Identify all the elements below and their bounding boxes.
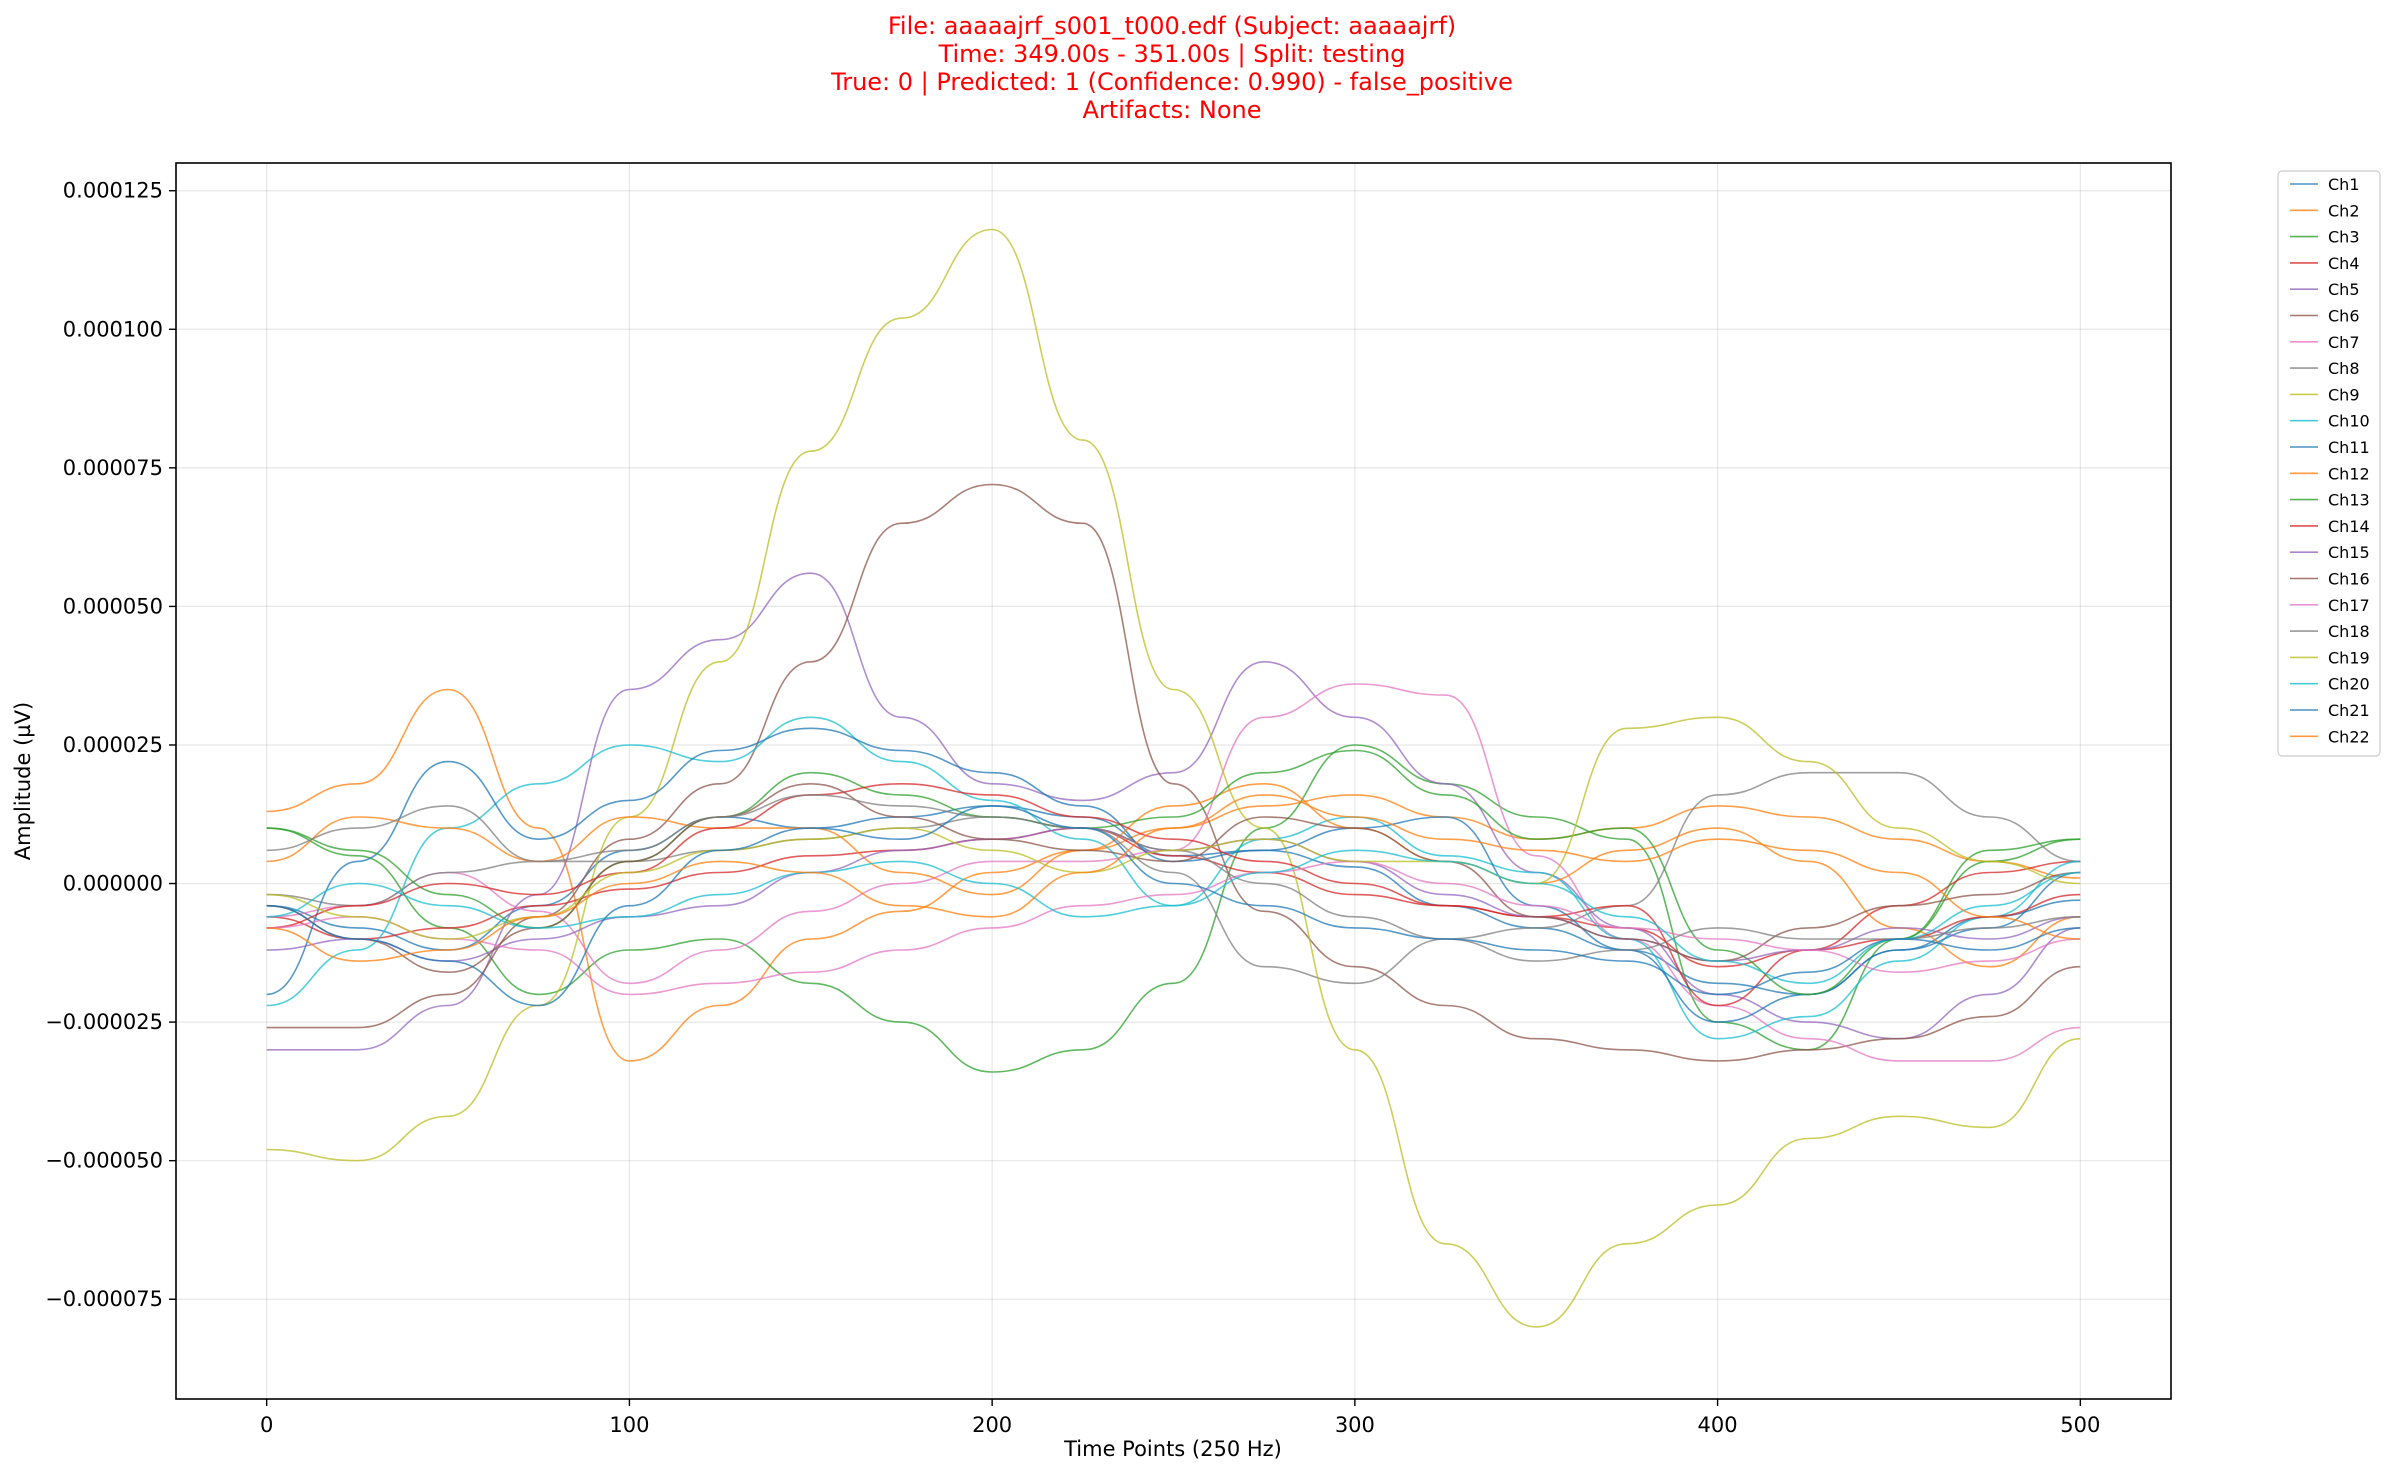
series-line-ch9: [266, 228, 2081, 1328]
legend-label: Ch1: [2328, 175, 2360, 194]
legend-label: Ch15: [2328, 543, 2370, 562]
series-line-ch2: [266, 688, 2081, 1062]
x-tick-label: 0: [260, 1413, 273, 1437]
y-tick-label: −0.000025: [45, 1010, 163, 1034]
y-tick-label: 0.000050: [63, 594, 163, 618]
y-axis-label: Amplitude (µV): [11, 702, 35, 860]
legend-label: Ch9: [2328, 385, 2360, 404]
legend: Ch1 Ch2 Ch3 Ch4 Ch5 Ch6 Ch7 Ch8 Ch9 Ch10 Ch11 Ch12 C…: [2277, 170, 2381, 757]
y-tick-label: 0.000125: [63, 179, 163, 203]
title-line-artifacts: Artifacts: None: [1083, 96, 1262, 124]
legend-label: Ch14: [2328, 517, 2370, 536]
y-tick-label: −0.000075: [45, 1287, 163, 1311]
legend-label: Ch17: [2328, 596, 2370, 615]
series-line-ch17: [266, 860, 2081, 996]
legend-label: Ch22: [2328, 727, 2370, 746]
title-line-file: File: aaaaajrf_s001_t000.edf (Subject: a…: [888, 12, 1456, 40]
series-line-ch14: [266, 783, 2081, 1007]
series-layer: [266, 228, 2081, 1328]
x-tick-label: 400: [1698, 1413, 1738, 1437]
y-tick-label: 0.000025: [63, 733, 163, 757]
y-axis-ticks: −0.000075 −0.000050 −0.000025 0.000000 0.000…: [45, 179, 176, 1311]
legend-label: Ch3: [2328, 228, 2360, 247]
plot-frame: [175, 162, 2172, 1400]
legend-label: Ch8: [2328, 359, 2360, 378]
legend-label: Ch21: [2328, 701, 2370, 720]
chart-title: File: aaaaajrf_s001_t000.edf (Subject: a…: [830, 12, 1513, 124]
series-line-ch8: [266, 771, 2081, 985]
series-line-ch12: [266, 783, 2081, 968]
x-axis-label: Time Points (250 Hz): [1063, 1437, 1282, 1461]
grid-lines: [176, 163, 2171, 1399]
legend-label: Ch19: [2328, 648, 2370, 667]
legend-label: Ch7: [2328, 333, 2360, 352]
legend-box: [2277, 170, 2381, 757]
title-line-prediction: True: 0 | Predicted: 1 (Confidence: 0.99…: [830, 68, 1513, 96]
title-line-time: Time: 349.00s - 351.00s | Split: testing: [938, 40, 1406, 68]
series-line-ch16: [266, 783, 2081, 973]
legend-label: Ch20: [2328, 675, 2370, 694]
x-tick-label: 300: [1335, 1413, 1375, 1437]
x-axis-ticks: 0 100 200 300 400 500: [260, 1399, 2100, 1437]
legend-entries: Ch1 Ch2 Ch3 Ch4 Ch5 Ch6 Ch7 Ch8 Ch9 Ch10 Ch11 Ch12 C…: [2290, 175, 2370, 746]
series-line-ch22: [266, 794, 2081, 962]
series-line-ch20: [266, 849, 2081, 985]
series-line-ch21: [266, 805, 2081, 1007]
legend-label: Ch2: [2328, 201, 2360, 220]
legend-label: Ch18: [2328, 622, 2370, 641]
legend-label: Ch11: [2328, 438, 2370, 457]
legend-label: Ch5: [2328, 280, 2360, 299]
legend-label: Ch12: [2328, 464, 2370, 483]
series-line-ch11: [266, 727, 2081, 1023]
x-tick-label: 500: [2060, 1413, 2100, 1437]
y-tick-label: 0.000075: [63, 456, 163, 480]
series-line-ch6: [266, 483, 2081, 1062]
legend-label: Ch4: [2328, 254, 2360, 273]
series-line-ch19: [266, 716, 2081, 940]
y-tick-label: −0.000050: [45, 1149, 163, 1173]
series-line-ch3: [266, 744, 2081, 1073]
y-tick-label: 0.000100: [63, 317, 163, 341]
legend-label: Ch10: [2328, 412, 2370, 431]
legend-label: Ch6: [2328, 307, 2360, 326]
series-line-ch5: [266, 572, 2081, 1051]
x-tick-label: 200: [972, 1413, 1012, 1437]
x-tick-label: 100: [609, 1413, 649, 1437]
legend-label: Ch16: [2328, 570, 2370, 589]
legend-label: Ch13: [2328, 491, 2370, 510]
y-tick-label: 0.000000: [63, 872, 163, 896]
